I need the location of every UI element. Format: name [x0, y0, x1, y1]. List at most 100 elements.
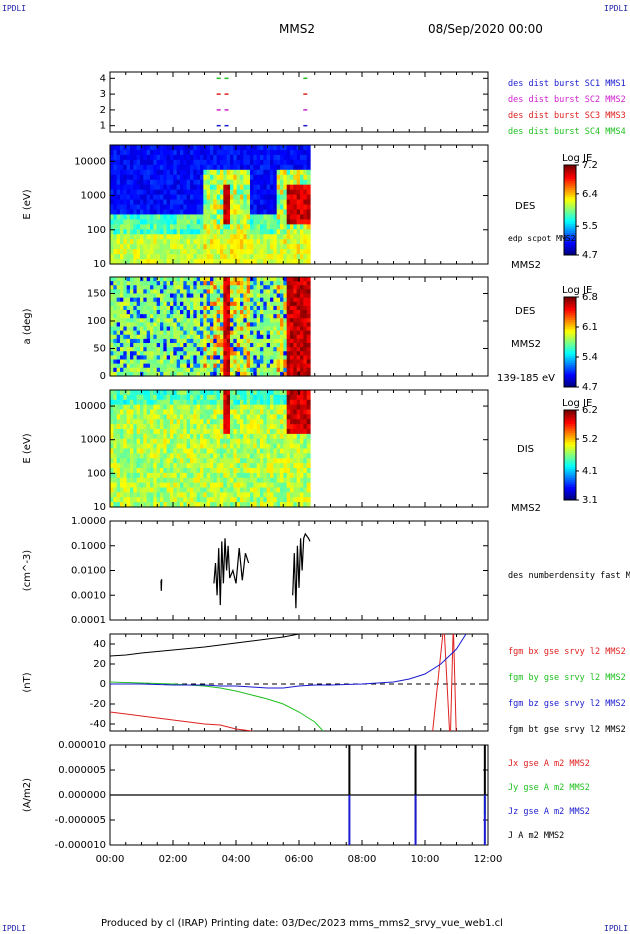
des-energy-panel-cell	[123, 254, 128, 260]
des-pitch-panel-cell	[163, 318, 168, 323]
dis-energy-panel-cell	[243, 453, 248, 459]
des-pitch-panel-cell	[196, 334, 201, 340]
des-energy-panel-cell	[283, 234, 288, 240]
des-energy-panel-cell	[160, 204, 164, 211]
dis-energy-panel-cell	[163, 414, 168, 420]
des-pitch-panel-cell	[226, 289, 231, 295]
des-energy-panel-cell	[156, 204, 161, 211]
des-energy-panel-cell	[180, 234, 184, 240]
des-energy-panel-cell	[170, 164, 174, 171]
des-pitch-panel-cell	[216, 371, 221, 377]
des-pitch-panel-cell	[183, 343, 188, 348]
des-energy-panel-cell	[160, 259, 164, 265]
des-energy-panel-cell	[290, 159, 294, 166]
dis-energy-panel-cell	[236, 419, 241, 425]
dis-energy-panel-cell	[296, 482, 301, 489]
des-energy-panel-cell	[196, 214, 201, 220]
dis-energy-panel-cell	[173, 492, 178, 498]
des-pitch-panel-cell	[253, 343, 258, 348]
des-pitch-panel-cell	[293, 355, 298, 361]
des-energy-panel-cell	[230, 219, 234, 225]
des-energy-panel-cell	[140, 164, 144, 171]
dis-energy-panel-cell	[303, 404, 308, 411]
des-energy-panel-colorbar-step	[564, 232, 576, 236]
des-energy-panel-cell	[113, 219, 118, 225]
dis-energy-panel-cell	[190, 482, 194, 489]
des-pitch-panel-cell	[236, 355, 241, 361]
des-pitch-panel-cell	[146, 293, 151, 299]
des-pitch-panel-cell	[256, 318, 261, 323]
dis-energy-panel-cell	[303, 453, 308, 459]
dis-energy-panel-cell	[193, 453, 198, 459]
des-pitch-panel-cell	[123, 326, 128, 332]
des-energy-panel-cell	[256, 209, 261, 216]
des-energy-panel-cell	[290, 219, 294, 225]
dis-energy-panel-cell	[136, 458, 141, 464]
des-energy-instrument-label: DES	[515, 201, 535, 212]
des-energy-panel-cell	[120, 189, 124, 196]
des-pitch-panel-cell	[286, 359, 291, 365]
dis-energy-panel-cell	[256, 404, 261, 411]
des-pitch-panel-cell	[253, 318, 258, 323]
field-legend-entry: fgm by gse srvy l2 MMS2	[508, 673, 626, 683]
des-energy-panel-cell	[163, 194, 168, 201]
dis-energy-panel-cell	[276, 502, 281, 508]
des-pitch-panel-cell	[140, 301, 144, 307]
des-energy-panel-cell	[270, 224, 274, 230]
des-pitch-panel-cell	[133, 314, 138, 319]
dis-energy-panel-cell	[150, 443, 154, 450]
des-energy-panel-cell	[186, 229, 191, 235]
dis-energy-panel-cell	[140, 468, 144, 474]
dis-energy-panel-cell	[176, 453, 181, 459]
des-pitch-panel-cell	[273, 305, 278, 311]
des-energy-panel-cell	[306, 209, 311, 216]
dis-energy-panel-cell	[243, 390, 248, 396]
dis-energy-panel-cell	[126, 409, 131, 415]
des-pitch-panel-colorbar-step	[564, 326, 576, 329]
des-energy-panel-cell	[136, 204, 141, 211]
dis-energy-panel-cell	[136, 477, 141, 484]
des-energy-panel-cell	[116, 145, 121, 151]
des-pitch-panel-cell	[200, 322, 204, 328]
des-energy-panel-cell	[216, 219, 221, 225]
des-pitch-panel-cell	[226, 301, 231, 307]
des-pitch-panel-cell	[150, 281, 154, 286]
dis-energy-panel-cell	[263, 458, 268, 464]
des-energy-panel-cell	[220, 244, 224, 250]
des-energy-panel-cell	[120, 219, 124, 225]
des-energy-panel-cell	[220, 164, 224, 171]
des-energy-panel-cell	[220, 224, 224, 230]
dis-energy-panel-cell	[140, 453, 144, 459]
des-energy-panel-cell	[270, 204, 274, 211]
dis-energy-panel-cell	[256, 487, 261, 493]
des-energy-panel-cell	[150, 214, 154, 220]
des-energy-panel-cell	[306, 154, 311, 161]
dis-energy-panel-cell	[253, 399, 258, 406]
des-pitch-panel-cell	[293, 322, 298, 328]
des-energy-panel-cell	[220, 145, 224, 151]
des-pitch-panel-cell	[256, 347, 261, 352]
des-pitch-panel-cell	[186, 310, 191, 315]
des-pitch-panel-cell	[290, 334, 294, 340]
des-pitch-panel-cell	[266, 334, 271, 340]
des-energy-panel-cell	[196, 149, 201, 156]
des-energy-panel-cell	[253, 184, 258, 191]
des-pitch-panel-cell	[296, 343, 301, 348]
des-pitch-panel-cell	[300, 363, 304, 369]
dis-energy-panel-cell	[230, 390, 234, 396]
des-pitch-panel-cell	[193, 359, 198, 365]
des-energy-panel-cell	[116, 214, 121, 220]
dis-energy-panel-cell	[120, 409, 124, 415]
des-pitch-panel-colorbar-label: 4.7	[582, 382, 598, 393]
des-energy-panel-cell	[300, 174, 304, 181]
des-energy-panel-cell	[200, 224, 204, 230]
des-pitch-panel-cell	[206, 277, 211, 282]
des-pitch-panel-cell	[306, 347, 311, 352]
des-energy-panel-cell	[156, 169, 161, 176]
des-energy-panel-cell	[130, 259, 134, 265]
des-energy-panel-cell	[233, 169, 238, 176]
des-energy-panel-colorbar-step	[564, 207, 576, 211]
des-energy-panel-cell	[296, 189, 301, 196]
des-pitch-panel-cell	[173, 310, 178, 315]
des-pitch-panel-cell	[120, 326, 124, 332]
